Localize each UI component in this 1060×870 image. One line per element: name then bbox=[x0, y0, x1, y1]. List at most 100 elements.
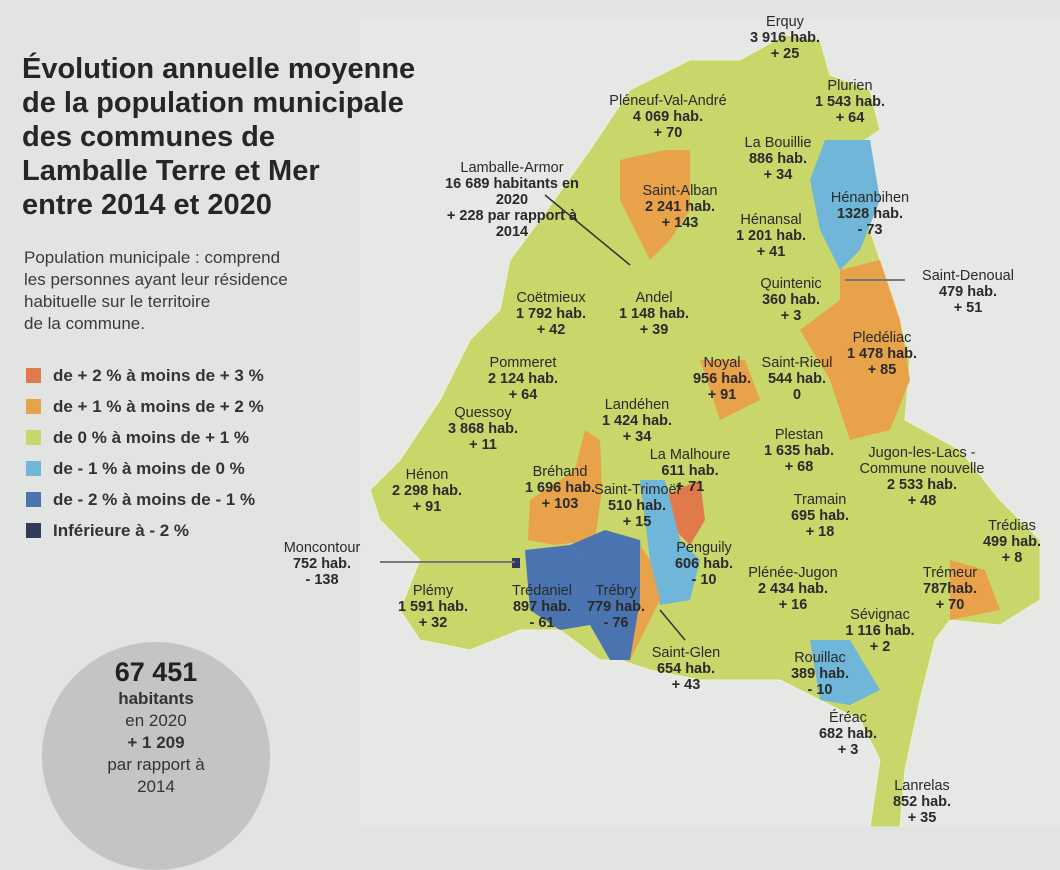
commune-change: - 138 bbox=[305, 572, 339, 588]
commune-label: Coëtmieux 1 792 hab. + 42 bbox=[516, 290, 586, 338]
region-saint-alban[interactable] bbox=[620, 150, 690, 260]
commune-label: Lanrelas 852 hab. + 35 bbox=[893, 778, 951, 826]
commune-change: + 64 bbox=[835, 110, 865, 126]
leader-line bbox=[659, 609, 686, 641]
commune-name: Pléneuf-Val-André bbox=[609, 93, 727, 109]
commune-change: - 10 bbox=[807, 682, 833, 698]
commune-name: Saint-Trimoël bbox=[594, 482, 680, 498]
commune-population: 1 148 hab. bbox=[618, 306, 690, 322]
commune-name: Éréac bbox=[829, 710, 867, 726]
commune-name: Saint-Denoual bbox=[922, 268, 1014, 284]
total-line: par rapport à bbox=[107, 755, 205, 774]
description: Population municipale : comprend les per… bbox=[24, 247, 364, 335]
commune-change: + 3 bbox=[780, 308, 802, 324]
title-line: de la population municipale bbox=[22, 87, 404, 119]
region-rouillac[interactable] bbox=[810, 640, 880, 705]
commune-population: 2 241 hab. bbox=[644, 199, 716, 215]
commune-label: Andel 1 148 hab. + 39 bbox=[619, 290, 689, 338]
region-tremeur[interactable] bbox=[950, 560, 1000, 620]
commune-name: Erquy bbox=[766, 14, 804, 30]
commune-change: + 85 bbox=[867, 362, 897, 378]
commune-label: Pommeret 2 124 hab. + 64 bbox=[488, 355, 558, 403]
commune-label: Quintenic 360 hab. + 3 bbox=[760, 276, 821, 324]
region-noyal[interactable] bbox=[700, 360, 760, 420]
commune-population: 2 434 hab. bbox=[757, 581, 829, 597]
legend-swatch bbox=[26, 399, 41, 414]
commune-name: Trébry bbox=[595, 583, 637, 599]
commune-name: Plurien bbox=[827, 78, 873, 94]
commune-population: 499 hab. bbox=[982, 534, 1042, 550]
commune-population: 1 424 hab. bbox=[601, 413, 673, 429]
title-line: Évolution annuelle moyenne bbox=[22, 53, 416, 85]
commune-population: 611 hab. bbox=[661, 463, 719, 479]
region-henanbihen[interactable] bbox=[810, 140, 880, 270]
total-change: + 1 209 bbox=[127, 733, 185, 752]
commune-name: Bréhand bbox=[532, 464, 588, 480]
total-line: en 2020 bbox=[125, 711, 187, 730]
commune-label: Plémy 1 591 hab. + 32 bbox=[398, 583, 468, 631]
commune-name: La Bouillie bbox=[744, 135, 812, 151]
commune-change: - 61 bbox=[529, 615, 555, 631]
commune-label: Sévignac 1 116 hab. + 2 bbox=[845, 607, 914, 655]
commune-change: + 91 bbox=[707, 387, 737, 403]
commune-name: Saint-Rieul bbox=[761, 355, 833, 371]
commune-population: 695 hab. bbox=[790, 508, 850, 524]
commune-name: Hénanbihen bbox=[830, 190, 910, 206]
commune-label: Saint-Glen 654 hab. + 43 bbox=[652, 645, 721, 693]
commune-population: 1 696 hab. bbox=[524, 480, 596, 496]
commune-population: 479 hab. bbox=[938, 284, 998, 300]
region-penguily[interactable] bbox=[640, 480, 700, 605]
title-line: Lamballe Terre et Mer bbox=[22, 155, 320, 187]
commune-population: 389 hab. bbox=[790, 666, 850, 682]
commune-name: Tramain bbox=[793, 492, 847, 508]
commune-population: 510 hab. bbox=[607, 498, 667, 514]
region-tredaniel[interactable] bbox=[525, 545, 590, 630]
commune-population: 606 hab. bbox=[674, 556, 734, 572]
legend-item: de + 1 % à moins de + 2 % bbox=[26, 391, 264, 422]
commune-name: Jugon-les-Lacs - Commune nouvelle bbox=[859, 445, 985, 477]
commune-change: + 3 bbox=[837, 742, 859, 758]
commune-population: 360 hab. bbox=[761, 292, 821, 308]
commune-name: Pommeret bbox=[489, 355, 557, 371]
commune-name: La Malhoure bbox=[649, 447, 731, 463]
commune-label: Saint-Denoual 479 hab. + 51 bbox=[922, 268, 1014, 316]
commune-change: + 91 bbox=[412, 499, 442, 515]
commune-label: Landéhen 1 424 hab. + 34 bbox=[602, 397, 672, 445]
commune-label: Trédias 499 hab. + 8 bbox=[983, 518, 1041, 566]
commune-change: + 15 bbox=[622, 514, 652, 530]
map-title: Évolution annuelle moyenne de la populat… bbox=[22, 52, 415, 222]
commune-population: 1 792 hab. bbox=[515, 306, 587, 322]
commune-population: 897 hab. bbox=[512, 599, 572, 615]
legend-label: Inférieure à - 2 % bbox=[53, 520, 190, 540]
region-brehand[interactable] bbox=[528, 430, 602, 545]
commune-name: Noyal bbox=[703, 355, 741, 371]
commune-label: Tramain 695 hab. + 18 bbox=[791, 492, 849, 540]
region-pledeliac[interactable] bbox=[800, 260, 910, 440]
commune-name: Hénansal bbox=[740, 212, 802, 228]
commune-name: Penguily bbox=[676, 540, 732, 556]
commune-change: + 2 bbox=[869, 639, 891, 655]
commune-label: Pléneuf-Val-André 4 069 hab. + 70 bbox=[609, 93, 726, 141]
region-saint-glen[interactable] bbox=[630, 545, 660, 660]
commune-name: Pledéliac bbox=[852, 330, 912, 346]
commune-population: 1 543 hab. bbox=[814, 94, 886, 110]
commune-name: Saint-Glen bbox=[651, 645, 721, 661]
commune-population: 779 hab. bbox=[586, 599, 646, 615]
commune-population: 956 hab. bbox=[692, 371, 752, 387]
legend-swatch bbox=[26, 430, 41, 445]
commune-population: 2 533 hab. bbox=[886, 477, 958, 493]
commune-change: + 41 bbox=[756, 244, 786, 260]
total-line: 2014 bbox=[137, 777, 175, 796]
commune-label: Noyal 956 hab. + 91 bbox=[693, 355, 751, 403]
commune-population: 654 hab. bbox=[656, 661, 716, 677]
title-line: des communes de bbox=[22, 121, 276, 153]
region-moncontour[interactable] bbox=[512, 558, 520, 568]
region-trebry[interactable] bbox=[570, 530, 645, 660]
commune-population: 1 201 hab. bbox=[735, 228, 807, 244]
commune-label: Quessoy 3 868 hab. + 11 bbox=[448, 405, 518, 453]
commune-name: Rouillac bbox=[794, 650, 846, 666]
commune-change: + 48 bbox=[907, 493, 937, 509]
commune-label: Hénansal 1 201 hab. + 41 bbox=[736, 212, 806, 260]
commune-population: 2 124 hab. bbox=[487, 371, 559, 387]
leader-line bbox=[544, 194, 631, 266]
